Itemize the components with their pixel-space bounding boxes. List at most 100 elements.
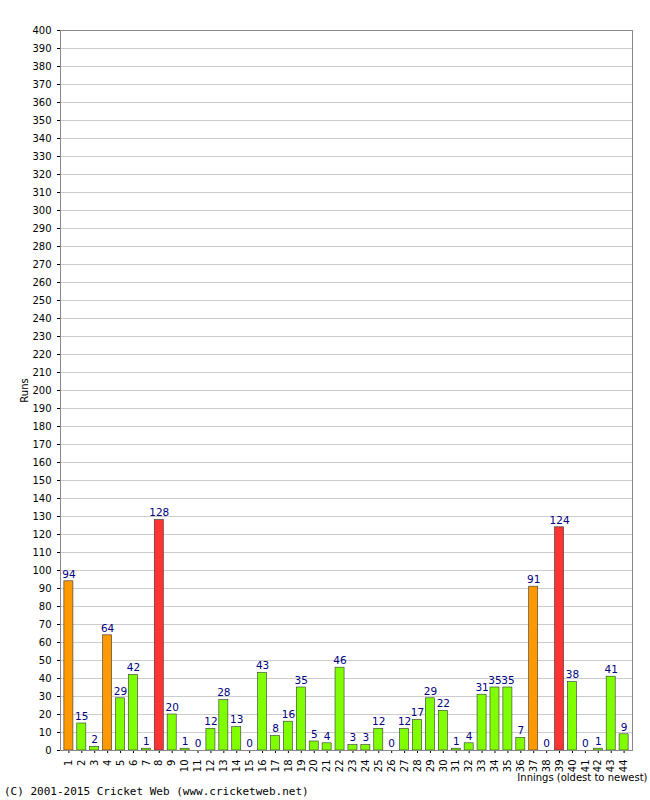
svg-text:60: 60: [39, 637, 52, 648]
svg-text:290: 290: [32, 223, 51, 234]
svg-text:0: 0: [543, 737, 550, 749]
svg-text:40: 40: [567, 760, 578, 773]
svg-text:35: 35: [488, 674, 501, 686]
svg-text:260: 260: [32, 277, 51, 288]
svg-text:220: 220: [32, 349, 51, 360]
svg-text:14: 14: [231, 760, 242, 773]
svg-text:190: 190: [32, 403, 51, 414]
svg-text:42: 42: [127, 661, 140, 673]
svg-text:22: 22: [437, 697, 450, 709]
svg-text:360: 360: [32, 97, 51, 108]
svg-text:200: 200: [32, 385, 51, 396]
svg-text:46: 46: [333, 654, 347, 666]
svg-text:20: 20: [39, 709, 52, 720]
svg-text:1: 1: [453, 735, 460, 747]
svg-text:Innings (oldest to newest): Innings (oldest to newest): [517, 772, 647, 783]
svg-text:270: 270: [32, 259, 51, 270]
svg-text:300: 300: [32, 205, 51, 216]
svg-text:91: 91: [527, 573, 540, 585]
svg-text:27: 27: [399, 760, 410, 773]
svg-text:2: 2: [91, 733, 98, 745]
svg-text:390: 390: [32, 43, 51, 54]
svg-text:12: 12: [204, 715, 217, 727]
svg-text:94: 94: [62, 568, 76, 580]
svg-text:320: 320: [32, 169, 51, 180]
svg-text:9: 9: [166, 760, 177, 766]
svg-text:150: 150: [32, 475, 51, 486]
svg-text:35: 35: [295, 674, 308, 686]
svg-text:32: 32: [463, 760, 474, 773]
svg-text:19: 19: [296, 760, 307, 773]
svg-text:4: 4: [324, 730, 331, 742]
svg-text:20: 20: [166, 701, 179, 713]
svg-text:29: 29: [425, 760, 436, 773]
svg-text:29: 29: [114, 685, 127, 697]
svg-text:30: 30: [438, 760, 449, 773]
svg-text:1: 1: [595, 735, 602, 747]
svg-text:39: 39: [554, 760, 565, 773]
svg-text:1: 1: [63, 760, 74, 766]
svg-text:2: 2: [76, 760, 87, 766]
svg-text:370: 370: [32, 79, 51, 90]
svg-text:Runs: Runs: [19, 378, 30, 402]
svg-text:130: 130: [32, 511, 51, 522]
svg-text:5: 5: [311, 728, 318, 740]
svg-text:20: 20: [308, 760, 319, 773]
svg-text:340: 340: [32, 133, 51, 144]
svg-text:16: 16: [282, 708, 296, 720]
svg-text:17: 17: [270, 760, 281, 773]
svg-text:140: 140: [32, 493, 51, 504]
svg-text:240: 240: [32, 313, 51, 324]
svg-text:25: 25: [373, 760, 384, 773]
svg-text:28: 28: [217, 686, 230, 698]
svg-text:330: 330: [32, 151, 51, 162]
svg-text:12: 12: [205, 760, 216, 773]
svg-text:35: 35: [501, 674, 514, 686]
svg-text:24: 24: [360, 760, 371, 773]
svg-text:160: 160: [32, 457, 51, 468]
svg-text:42: 42: [592, 760, 603, 773]
svg-text:8: 8: [153, 760, 164, 766]
svg-text:13: 13: [230, 713, 243, 725]
svg-text:13: 13: [218, 760, 229, 773]
svg-text:1: 1: [182, 735, 189, 747]
svg-text:36: 36: [515, 760, 526, 773]
svg-text:210: 210: [32, 367, 51, 378]
svg-text:0: 0: [388, 737, 395, 749]
svg-text:4: 4: [466, 730, 473, 742]
svg-text:7: 7: [517, 724, 524, 736]
svg-text:6: 6: [128, 760, 139, 766]
svg-text:43: 43: [605, 760, 616, 773]
svg-text:33: 33: [476, 760, 487, 773]
svg-text:180: 180: [32, 421, 51, 432]
svg-text:310: 310: [32, 187, 51, 198]
svg-text:400: 400: [32, 25, 51, 36]
svg-text:26: 26: [386, 760, 397, 773]
svg-text:18: 18: [283, 760, 294, 773]
svg-text:70: 70: [39, 619, 52, 630]
svg-text:3: 3: [89, 760, 100, 766]
svg-text:10: 10: [39, 727, 52, 738]
svg-text:41: 41: [605, 663, 618, 675]
svg-text:22: 22: [334, 760, 345, 773]
svg-text:30: 30: [39, 691, 52, 702]
svg-text:34: 34: [489, 760, 500, 773]
svg-text:170: 170: [32, 439, 51, 450]
svg-text:50: 50: [39, 655, 52, 666]
svg-text:5: 5: [115, 760, 126, 766]
svg-text:3: 3: [363, 731, 370, 743]
svg-text:3: 3: [350, 731, 357, 743]
svg-text:124: 124: [550, 514, 570, 526]
svg-text:110: 110: [32, 547, 51, 558]
svg-text:7: 7: [141, 760, 152, 766]
svg-text:28: 28: [412, 760, 423, 773]
svg-text:35: 35: [502, 760, 513, 773]
svg-text:41: 41: [580, 760, 591, 773]
svg-text:16: 16: [257, 760, 268, 773]
svg-text:44: 44: [618, 760, 629, 773]
svg-text:12: 12: [372, 715, 385, 727]
svg-text:15: 15: [244, 760, 255, 773]
svg-text:10: 10: [179, 760, 190, 773]
svg-text:0: 0: [195, 737, 202, 749]
svg-text:37: 37: [528, 760, 539, 773]
